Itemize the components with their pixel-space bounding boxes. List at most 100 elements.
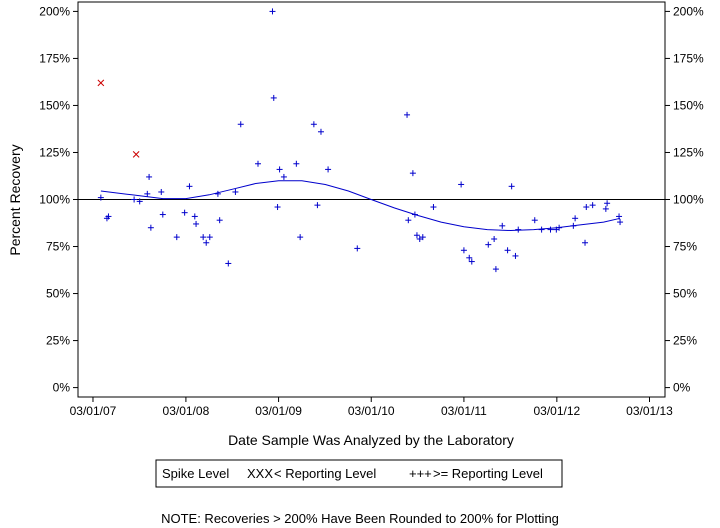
x-tick-label: 03/01/08 [163, 404, 210, 418]
point-below-reporting-level [132, 151, 140, 158]
y-tick-label-left: 50% [46, 287, 70, 301]
point-at-or-above-reporting-level [280, 173, 287, 180]
x-tick-label: 03/01/07 [70, 404, 117, 418]
point-at-or-above-reporting-level [276, 166, 283, 173]
point-at-or-above-reporting-level [274, 204, 281, 211]
point-at-or-above-reporting-level [146, 173, 153, 180]
x-tick-label: 03/01/10 [348, 404, 395, 418]
point-at-or-above-reporting-level [419, 234, 426, 241]
point-at-or-above-reporting-level [225, 260, 232, 267]
y-tick-label-left: 175% [39, 51, 70, 65]
point-at-or-above-reporting-level [237, 121, 244, 128]
point-at-or-above-reporting-level [570, 222, 577, 229]
point-at-or-above-reporting-level [232, 188, 239, 195]
point-at-or-above-reporting-level [512, 252, 519, 259]
y-tick-label-right: 50% [673, 287, 697, 301]
point-at-or-above-reporting-level [269, 8, 276, 15]
point-at-or-above-reporting-level [604, 200, 611, 207]
point-at-or-above-reporting-level [602, 205, 609, 212]
point-at-or-above-reporting-level [354, 245, 361, 252]
point-at-or-above-reporting-level [193, 220, 200, 227]
x-tick-label: 03/01/13 [626, 404, 673, 418]
point-at-or-above-reporting-level [485, 241, 492, 248]
point-at-or-above-reporting-level [508, 183, 515, 190]
point-at-or-above-reporting-level [293, 160, 300, 167]
point-at-or-above-reporting-level [405, 217, 412, 224]
point-at-or-above-reporting-level [203, 239, 210, 246]
point-at-or-above-reporting-level [404, 111, 411, 118]
y-tick-label-right: 125% [673, 145, 704, 159]
y-tick-label-right: 25% [673, 334, 697, 348]
point-at-or-above-reporting-level [131, 196, 138, 203]
point-at-or-above-reporting-level [159, 211, 166, 218]
point-at-or-above-reporting-level [181, 209, 188, 216]
point-at-or-above-reporting-level [466, 254, 473, 261]
point-at-or-above-reporting-level [572, 215, 579, 222]
y-tick-label-left: 75% [46, 240, 70, 254]
point-at-or-above-reporting-level [547, 226, 554, 233]
point-at-or-above-reporting-level [416, 236, 423, 242]
point-at-or-above-reporting-level [144, 190, 151, 197]
point-at-or-above-reporting-level [492, 266, 499, 273]
y-tick-label-left: 100% [39, 193, 70, 207]
point-at-or-above-reporting-level [317, 128, 324, 135]
point-at-or-above-reporting-level [200, 234, 207, 241]
point-at-or-above-reporting-level [491, 236, 498, 242]
y-tick-label-right: 200% [673, 4, 704, 18]
x-tick-label: 03/01/12 [533, 404, 580, 418]
y-tick-label-right: 0% [673, 381, 691, 395]
point-at-or-above-reporting-level [255, 160, 262, 167]
legend-title: Spike Level [162, 466, 229, 481]
point-at-or-above-reporting-level [468, 258, 475, 265]
point-at-or-above-reporting-level [617, 219, 624, 226]
y-axis-title: Percent Recovery [7, 144, 23, 255]
x-tick-label: 03/01/09 [255, 404, 302, 418]
point-at-or-above-reporting-level [413, 232, 420, 239]
legend-label-below: < Reporting Level [274, 466, 376, 481]
footnote: NOTE: Recoveries > 200% Have Been Rounde… [161, 511, 559, 526]
point-at-or-above-reporting-level [105, 213, 112, 220]
point-at-or-above-reporting-level [206, 234, 213, 241]
point-at-or-above-reporting-level [136, 198, 143, 205]
point-at-or-above-reporting-level [325, 166, 332, 173]
point-at-or-above-reporting-level [270, 94, 277, 101]
point-at-or-above-reporting-level [314, 202, 321, 209]
point-below-reporting-level [97, 79, 105, 87]
point-at-or-above-reporting-level [538, 226, 545, 233]
y-tick-label-left: 200% [39, 4, 70, 18]
y-axis-left: 0% 25% 50% 75% 100% 125% 150% 175% 200% [39, 4, 78, 395]
x-axis-title: Date Sample Was Analyzed by the Laborato… [228, 432, 514, 448]
point-at-or-above-reporting-level [589, 202, 596, 209]
y-tick-label-left: 0% [53, 381, 71, 395]
x-tick-label: 03/01/11 [441, 404, 487, 418]
data-points-group [97, 8, 624, 273]
legend-marker-below: XXX [247, 466, 273, 481]
point-at-or-above-reporting-level [515, 226, 522, 233]
point-at-or-above-reporting-level [191, 213, 198, 220]
point-at-or-above-reporting-level [531, 217, 538, 224]
x-axis: 03/01/07 03/01/08 03/01/09 03/01/10 03/01/11… [70, 397, 673, 418]
y-tick-label-right: 175% [673, 51, 704, 65]
legend-marker-at-or-above: +++ [409, 466, 432, 481]
point-at-or-above-reporting-level [409, 170, 416, 177]
y-tick-label-right: 75% [673, 240, 697, 254]
point-at-or-above-reporting-level [583, 204, 590, 211]
legend-label-at-or-above: >= Reporting Level [433, 466, 543, 481]
y-tick-label-right: 100% [673, 193, 704, 207]
point-at-or-above-reporting-level [616, 213, 623, 220]
y-tick-label-left: 150% [39, 98, 70, 112]
point-at-or-above-reporting-level [97, 194, 104, 201]
point-at-or-above-reporting-level [504, 247, 511, 254]
y-axis-right: 0% 25% 50% 75% 100% 125% 150% 175% 200% [665, 4, 704, 395]
y-tick-label-right: 150% [673, 98, 704, 112]
point-at-or-above-reporting-level [186, 183, 193, 190]
point-at-or-above-reporting-level [173, 234, 180, 241]
point-at-or-above-reporting-level [216, 217, 223, 224]
legend-box [155, 459, 563, 488]
point-at-or-above-reporting-level [460, 247, 467, 254]
point-at-or-above-reporting-level [499, 222, 506, 229]
point-at-or-above-reporting-level [430, 204, 437, 211]
y-tick-label-left: 125% [39, 145, 70, 159]
point-at-or-above-reporting-level [582, 239, 589, 246]
point-at-or-above-reporting-level [158, 188, 165, 195]
